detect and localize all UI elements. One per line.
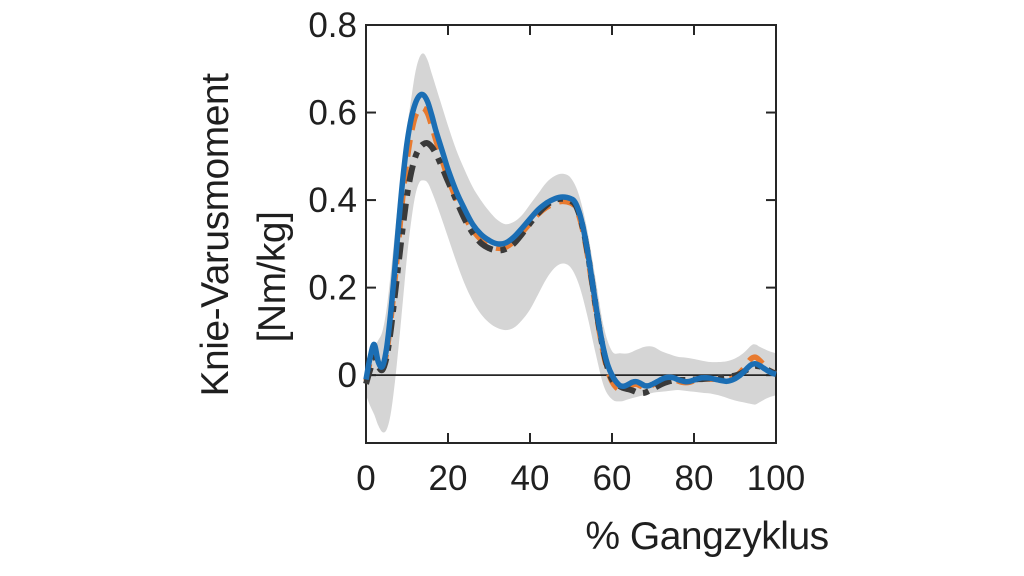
plot-box (365, 24, 777, 444)
x-tick-label: 100 (747, 459, 805, 498)
x-tick-label: 60 (593, 459, 632, 498)
std-deviation-band (366, 53, 776, 433)
y-tick-label: 0.4 (308, 181, 357, 220)
y-tick-label: 0.8 (308, 6, 357, 45)
x-tick-label: 20 (429, 459, 468, 498)
y-tick-label: 0 (338, 356, 357, 395)
y-axis-label-line2: [Nm/kg] (251, 211, 294, 343)
solid-blue-line (363, 91, 777, 389)
x-tick-label: 0 (356, 459, 375, 498)
x-tick-label: 40 (511, 459, 550, 498)
y-tick-label: 0.6 (308, 94, 357, 133)
y-axis-label-line1: Knie-Varusmoment (194, 73, 237, 397)
x-tick-label: 80 (675, 459, 714, 498)
y-tick-label: 0.2 (308, 269, 357, 308)
x-axis-label: % Gangzyklus (585, 515, 829, 558)
